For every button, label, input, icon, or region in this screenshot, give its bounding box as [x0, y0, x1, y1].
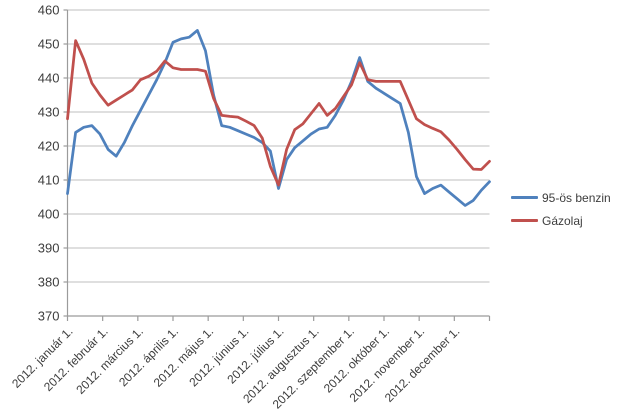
- y-axis-label: 430: [38, 105, 60, 120]
- y-axis-label: 370: [38, 309, 60, 324]
- legend-item-benzin[interactable]: 95-ös benzin: [511, 190, 611, 205]
- legend-line-sample-benzin: [511, 196, 538, 199]
- legend-item-gazolaj[interactable]: Gázolaj: [511, 213, 611, 228]
- y-axis-label: 420: [38, 139, 60, 154]
- y-axis-label: 450: [38, 37, 60, 52]
- y-axis-label: 440: [38, 71, 60, 86]
- legend-label-benzin: 95-ös benzin: [542, 190, 611, 205]
- x-axis-label: 2012. január 1.: [9, 324, 76, 391]
- series-line-benzin: [66, 29, 491, 207]
- y-axis-label: 410: [38, 173, 60, 188]
- chart-legend: 95-ös benzin Gázolaj: [511, 190, 611, 236]
- legend-label-gazolaj: Gázolaj: [542, 213, 583, 228]
- y-axis-label: 400: [38, 207, 60, 222]
- y-axis-label: 380: [38, 275, 60, 290]
- y-axis-label: 390: [38, 241, 60, 256]
- series-line-gazolaj: [66, 39, 491, 187]
- legend-line-sample-gazolaj: [511, 219, 538, 222]
- y-axis-label: 460: [38, 3, 60, 18]
